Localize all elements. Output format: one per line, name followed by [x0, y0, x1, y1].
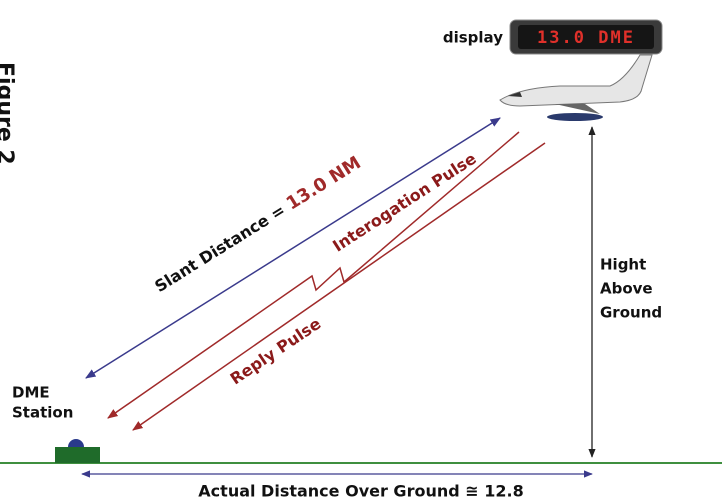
ground-label: Actual Distance Over Ground ≅ 12.8 [198, 482, 523, 501]
height-label: Above [600, 280, 653, 298]
station-label: Station [12, 404, 73, 422]
slant-value: 13.0 NM [283, 152, 365, 214]
figure-fade [0, 200, 24, 270]
height-label: Hight [600, 256, 646, 274]
height-label: Ground [600, 304, 662, 322]
aircraft [500, 55, 652, 121]
figure-label: Figure 2 [0, 62, 17, 165]
diagram: Figure 2 DME Station Slant Distance = 13… [0, 0, 722, 503]
display-readout: 13.0 DME [537, 28, 635, 48]
display-label: display [443, 29, 503, 47]
station-building [55, 447, 100, 463]
station-dome [68, 439, 84, 447]
station-label: DME [12, 384, 50, 402]
slant-text: Slant Distance = [151, 200, 288, 296]
